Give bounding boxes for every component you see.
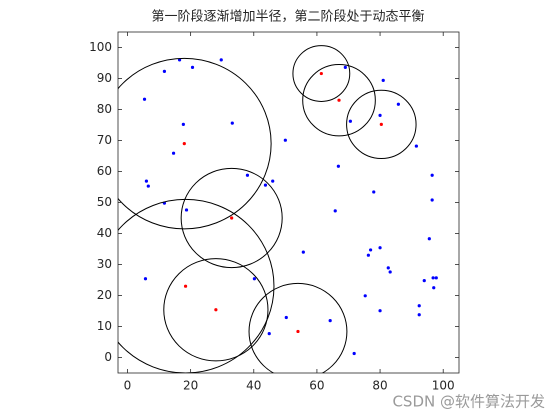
point: [414, 144, 418, 148]
point: [184, 208, 189, 212]
point: [177, 58, 182, 62]
point: [343, 65, 347, 69]
y-tick-label: 90: [97, 71, 112, 85]
point: [333, 209, 337, 213]
point: [434, 276, 438, 280]
y-tick-label: 50: [97, 195, 112, 209]
point: [386, 266, 390, 270]
circle-region: [118, 198, 275, 373]
point: [267, 332, 271, 336]
point: [328, 319, 332, 323]
point: [162, 69, 167, 73]
y-tick-label: 70: [97, 133, 112, 147]
point: [245, 173, 250, 177]
circle-region: [346, 89, 417, 159]
point: [379, 122, 383, 126]
point: [432, 286, 436, 290]
x-tick-label: 20: [183, 379, 198, 393]
circle-region: [248, 282, 348, 373]
plot-area: [117, 31, 460, 374]
point: [142, 97, 147, 101]
point: [219, 58, 223, 62]
circle-region: [292, 45, 351, 102]
point: [283, 138, 287, 142]
point: [372, 190, 376, 194]
y-tick-label: 20: [97, 288, 112, 302]
chart-title: 第一阶段逐渐增加半径，第二阶段处于动态平衡: [151, 10, 424, 25]
point: [352, 351, 356, 356]
point: [417, 313, 421, 317]
y-tick-label: 10: [97, 319, 112, 333]
y-tick-label: 40: [97, 226, 112, 240]
y-tick-label: 60: [97, 164, 112, 178]
x-tick-label: 60: [309, 379, 324, 393]
point: [214, 308, 218, 312]
point: [263, 183, 268, 187]
y-tick-label: 30: [97, 257, 112, 271]
x-tick-label: 40: [246, 379, 261, 393]
marks: [118, 45, 438, 373]
point: [427, 237, 431, 241]
point: [190, 65, 195, 69]
circle-region: [118, 57, 272, 230]
circle-region: [163, 258, 269, 362]
circle-region: [302, 64, 376, 137]
point: [296, 329, 300, 334]
x-tick-label: 80: [372, 379, 387, 393]
point: [284, 315, 288, 320]
point: [171, 151, 176, 155]
x-tick-label: 100: [432, 379, 455, 393]
point: [378, 246, 382, 250]
point: [388, 270, 392, 274]
circle-region: [180, 167, 283, 269]
point: [378, 309, 382, 313]
y-tick-label: 100: [89, 40, 112, 54]
point: [431, 276, 435, 280]
point: [336, 164, 340, 168]
y-tick-label: 80: [97, 102, 112, 116]
point: [381, 78, 385, 82]
point: [301, 250, 305, 254]
point: [396, 102, 400, 106]
point: [230, 216, 234, 220]
point: [366, 253, 370, 257]
point: [146, 184, 150, 188]
point: [271, 179, 275, 183]
point: [144, 179, 149, 183]
point: [230, 121, 234, 125]
x-tick-label: 0: [124, 379, 132, 393]
point: [368, 248, 373, 252]
point: [337, 98, 341, 102]
point: [182, 142, 186, 146]
point: [430, 173, 434, 177]
point: [348, 119, 352, 123]
point: [183, 284, 188, 288]
y-tick-label: 0: [104, 350, 112, 364]
point: [417, 304, 421, 308]
point: [181, 122, 185, 126]
watermark: CSDN @软件算法开发: [392, 393, 545, 411]
point: [422, 279, 426, 283]
point: [430, 198, 434, 202]
point: [319, 71, 323, 76]
point: [378, 113, 382, 117]
point: [143, 277, 148, 281]
point: [252, 277, 256, 281]
point: [363, 294, 367, 298]
